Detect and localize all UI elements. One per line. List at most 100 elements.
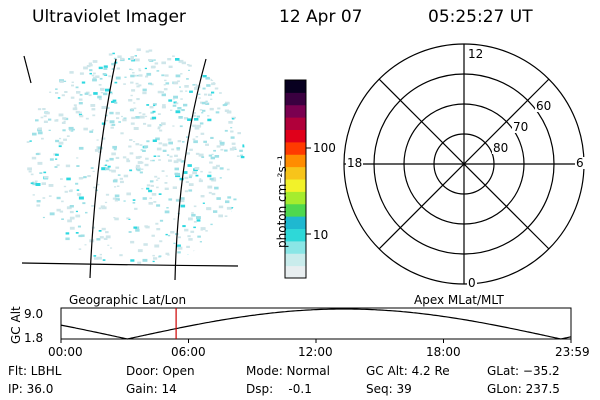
emission-speckle: [112, 145, 117, 149]
emission-speckle: [88, 62, 92, 65]
emission-speckle: [96, 139, 99, 141]
emission-speckle: [198, 97, 201, 99]
emission-speckle: [61, 200, 64, 203]
emission-speckle: [45, 111, 50, 115]
geographic-latlon-label: Geographic Lat/Lon: [69, 293, 187, 307]
emission-speckle: [135, 82, 139, 85]
emission-speckle: [130, 57, 134, 61]
emission-speckle: [211, 153, 214, 155]
emission-speckle: [98, 66, 103, 70]
emission-speckle: [129, 152, 134, 155]
emission-speckle: [120, 180, 124, 184]
emission-speckle: [183, 117, 189, 120]
emission-speckle: [207, 115, 210, 117]
polar-lat-80-label: 80: [492, 141, 510, 155]
emission-speckle: [162, 143, 168, 147]
emission-speckle: [189, 148, 193, 151]
emission-speckle: [142, 149, 146, 152]
emission-speckle: [103, 237, 108, 240]
emission-speckle: [188, 176, 192, 179]
emission-speckle: [211, 192, 216, 196]
x-tick-label-0600: 06:00: [171, 345, 206, 359]
emission-speckle: [40, 116, 44, 119]
emission-speckle: [138, 74, 143, 77]
emission-speckle: [80, 234, 85, 237]
emission-speckle: [60, 178, 63, 180]
emission-speckle: [101, 106, 107, 109]
emission-speckle: [167, 58, 172, 61]
emission-speckle: [178, 59, 184, 63]
emission-speckle: [107, 165, 111, 168]
emission-speckle: [166, 207, 169, 209]
emission-speckle: [161, 74, 165, 77]
emission-speckle: [93, 257, 99, 260]
emission-speckle: [93, 255, 97, 257]
emission-speckle: [126, 217, 130, 220]
emission-speckle: [146, 72, 152, 76]
emission-speckle: [108, 75, 112, 78]
emission-speckle: [140, 149, 143, 151]
emission-speckle: [192, 138, 196, 141]
emission-speckle: [192, 124, 197, 128]
emission-speckle: [37, 127, 42, 130]
emission-speckle: [123, 83, 126, 85]
emission-speckle: [110, 247, 113, 249]
emission-speckle: [115, 166, 120, 169]
emission-speckle: [184, 85, 189, 88]
emission-speckle: [175, 102, 179, 105]
emission-speckle: [78, 196, 84, 200]
emission-speckle: [232, 146, 237, 149]
emission-speckle: [148, 49, 153, 52]
emission-speckle: [188, 183, 194, 186]
emission-speckle: [157, 155, 161, 157]
emission-speckle: [86, 65, 91, 68]
geo-lon-line-2: [174, 58, 207, 281]
emission-speckle: [120, 57, 124, 60]
emission-speckle: [188, 69, 190, 71]
emission-speckle: [200, 227, 206, 231]
emission-speckle: [119, 177, 123, 180]
emission-speckle: [129, 108, 134, 112]
emission-speckle: [201, 112, 204, 114]
emission-speckle: [205, 143, 209, 146]
emission-speckle: [133, 141, 136, 143]
colorbar-segment: [285, 191, 306, 205]
emission-speckle: [88, 64, 93, 67]
emission-speckle: [35, 183, 41, 186]
emission-speckle: [215, 87, 219, 90]
emission-speckle: [54, 119, 59, 122]
emission-speckle: [137, 169, 141, 172]
emission-speckle: [36, 200, 41, 203]
geo-lon-line-edge: [23, 55, 32, 84]
timeline-y-tick-1-8: 1.8: [24, 331, 44, 345]
colorbar-segment: [285, 80, 306, 93]
emission-speckle: [213, 210, 218, 213]
emission-speckle: [97, 95, 102, 99]
info-gc-alt: GC Alt: 4.2 Re: [366, 364, 450, 378]
emission-speckle: [194, 83, 198, 86]
emission-speckle: [224, 215, 228, 217]
emission-speckle: [109, 111, 114, 115]
emission-speckle: [172, 55, 175, 57]
emission-speckle: [105, 88, 110, 92]
polar-diagonal-2: [378, 78, 550, 250]
emission-speckle: [55, 92, 59, 94]
emission-speckle: [48, 118, 52, 121]
emission-speckle: [137, 161, 143, 164]
polar-mlt-0-label: 0: [467, 276, 477, 290]
emission-speckle: [142, 88, 147, 92]
instrument-title: Ultraviolet Imager: [32, 7, 186, 27]
emission-speckle: [144, 67, 147, 70]
emission-speckle: [110, 126, 114, 129]
emission-speckle: [37, 108, 42, 111]
emission-speckle: [69, 129, 72, 132]
emission-speckle: [230, 130, 234, 133]
emission-speckle: [75, 214, 81, 218]
emission-speckle: [194, 167, 200, 170]
emission-speckle: [231, 142, 236, 145]
colorbar-gradient: [285, 80, 306, 279]
emission-speckle: [153, 257, 158, 260]
info-dsp: Dsp: -0.1: [246, 382, 312, 396]
